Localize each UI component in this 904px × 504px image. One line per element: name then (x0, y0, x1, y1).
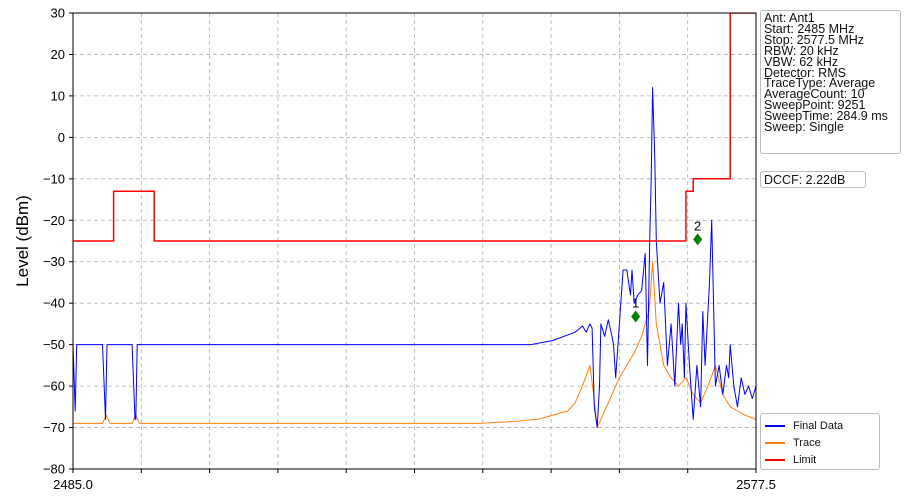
x-tick-label: 2485.0 (53, 477, 93, 492)
info-average-count: AverageCount: 10 (764, 87, 865, 102)
info-stop-frequency: Stop: 2577.5 MHz (764, 32, 865, 47)
legend-item-trace: Trace (765, 434, 879, 451)
plot-frame (72, 12, 757, 470)
y-tick-label: −50 (43, 337, 65, 352)
info-vbw: VBW: 62 kHz (764, 54, 839, 69)
legend-swatch-limit (765, 458, 785, 461)
series-line-limit (73, 13, 756, 242)
legend-swatch-trace (765, 441, 785, 444)
dccf-annotation: DCCF: 2.22dB (760, 171, 866, 188)
legend-item-limit: Limit (765, 451, 879, 468)
info-start-frequency: Start: 2485 MHz (764, 21, 855, 36)
y-axis-label: Level (dBm) (13, 195, 32, 287)
y-tick-label: 20 (51, 47, 65, 62)
y-tick-label: 30 (51, 6, 65, 21)
legend-item-final-data: Final Data (765, 417, 879, 434)
info-sweep-point: SweepPoint: 9251 (764, 98, 866, 113)
y-tick-label: −40 (43, 296, 65, 311)
y-tick-label: −20 (43, 213, 65, 228)
info-rbw: RBW: 20 kHz (764, 43, 839, 58)
marker-2 (693, 233, 703, 246)
info-detector: Detector: RMS (764, 65, 846, 80)
series-line-trace (73, 261, 756, 428)
legend-label-limit: Limit (793, 453, 817, 466)
y-tick-label: −70 (43, 420, 65, 435)
legend-label-trace: Trace (793, 436, 821, 449)
y-tick-label: −80 (43, 462, 65, 477)
info-trace-type: TraceType: Average (764, 76, 876, 91)
marker-1 (631, 310, 641, 323)
legend-label-final-data: Final Data (793, 419, 844, 432)
info-antenna: Ant: Ant1 (764, 11, 815, 25)
marker-label-1: 1 (632, 295, 639, 310)
y-tick-label: −60 (43, 379, 65, 394)
series-line-final-data (73, 87, 756, 428)
measurement-info-box: Ant: Ant1 Start: 2485 MHz Stop: 2577.5 M… (760, 10, 901, 154)
legend-swatch-final-data (765, 424, 785, 427)
y-tick-label: 10 (51, 88, 65, 103)
info-sweep-time: SweepTime: 284.9 ms (764, 109, 888, 124)
y-tick-label: −10 (43, 171, 65, 186)
info-sweep-mode: Sweep: Single (764, 120, 844, 135)
x-tick-label: 2577.5 (736, 477, 776, 492)
y-tick-label: 0 (58, 130, 65, 145)
legend: Final Data Trace Limit (760, 413, 880, 470)
marker-label-2: 2 (694, 218, 701, 233)
y-tick-label: −30 (43, 254, 65, 269)
